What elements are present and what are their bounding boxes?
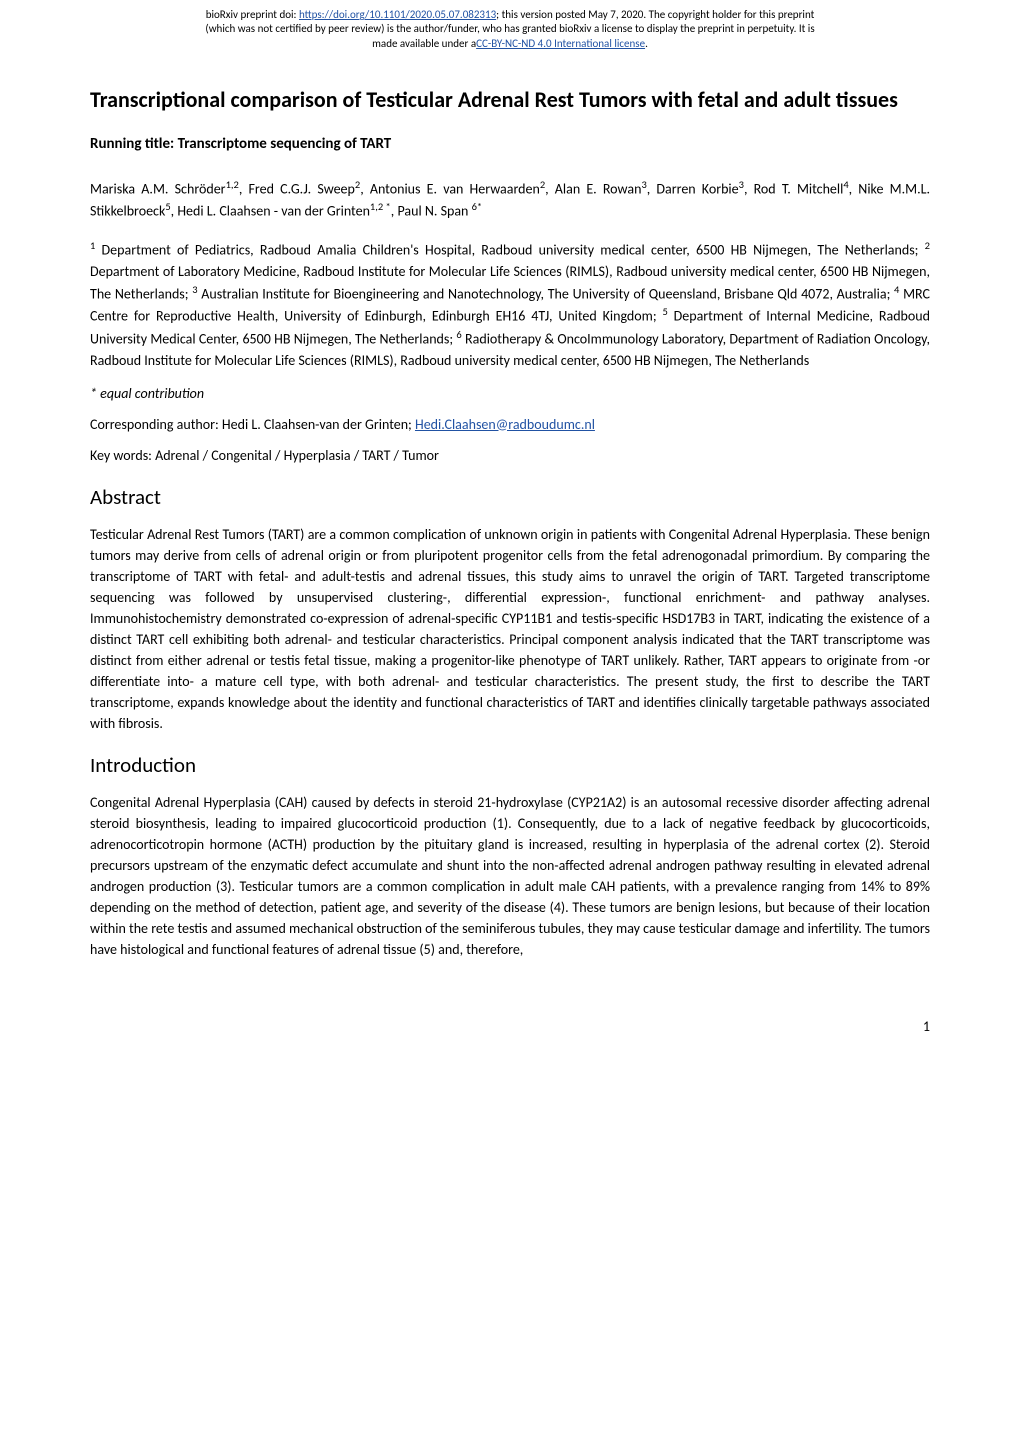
- equal-contribution-note: * equal contribution: [90, 385, 930, 402]
- license-link[interactable]: CC-BY-NC-ND 4.0 International license: [476, 37, 645, 50]
- introduction-body: Congenital Adrenal Hyperplasia (CAH) cau…: [90, 792, 930, 960]
- running-title: Running title: Transcriptome sequencing …: [90, 135, 930, 153]
- keywords: Key words: Adrenal / Congenital / Hyperp…: [90, 447, 930, 464]
- running-title-value: Transcriptome sequencing of TART: [178, 135, 392, 153]
- header-line3-suffix: .: [645, 37, 648, 50]
- corresponding-email-link[interactable]: Hedi.Claahsen@radboudumc.nl: [415, 416, 595, 433]
- running-title-label: Running title:: [90, 135, 178, 153]
- header-line3-prefix: made available under a: [372, 37, 476, 50]
- introduction-heading: Introduction: [90, 752, 930, 778]
- corresponding-author: Corresponding author: Hedi L. Claahsen-v…: [90, 416, 930, 433]
- header-line2: (which was not certified by peer review)…: [205, 22, 814, 35]
- page-number: 1: [0, 1018, 1020, 1055]
- header-line1-prefix: bioRxiv preprint doi:: [206, 8, 299, 21]
- page-content: Transcriptional comparison of Testicular…: [0, 55, 1020, 1018]
- preprint-header: bioRxiv preprint doi: https://doi.org/10…: [0, 0, 1020, 55]
- abstract-heading: Abstract: [90, 484, 930, 510]
- doi-link[interactable]: https://doi.org/10.1101/2020.05.07.08231…: [299, 8, 496, 21]
- corresponding-prefix: Corresponding author: Hedi L. Claahsen-v…: [90, 416, 415, 433]
- abstract-body: Testicular Adrenal Rest Tumors (TART) ar…: [90, 524, 930, 734]
- paper-title: Transcriptional comparison of Testicular…: [90, 85, 930, 115]
- header-line1-suffix: ; this version posted May 7, 2020. The c…: [496, 8, 814, 21]
- authors-list: Mariska A.M. Schröder1,2, Fred C.G.J. Sw…: [90, 177, 930, 222]
- affiliations: 1 Department of Pediatrics, Radboud Amal…: [90, 238, 930, 371]
